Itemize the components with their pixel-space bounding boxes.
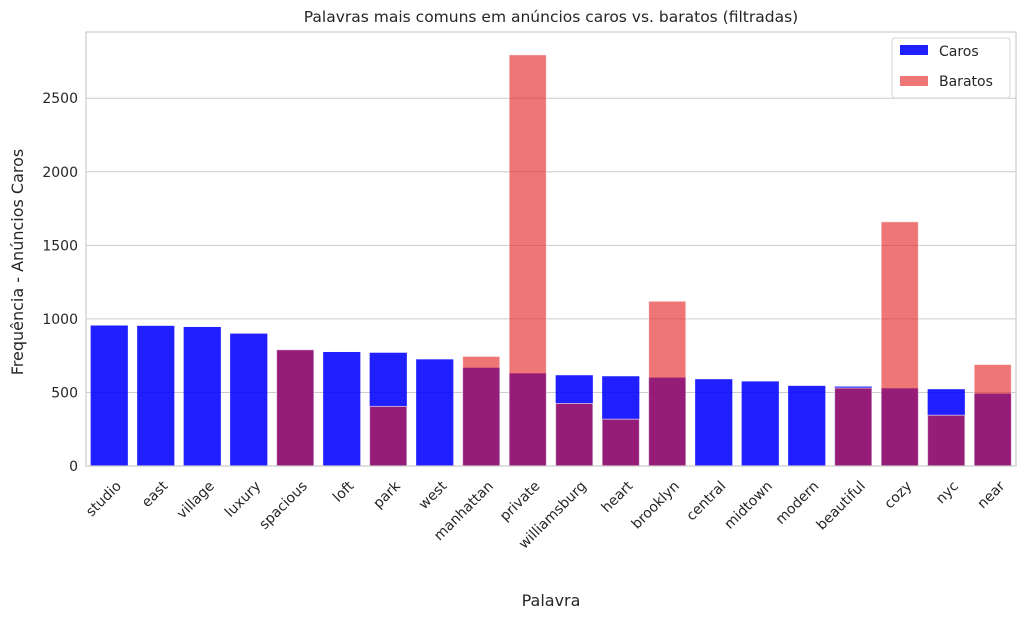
- x-tick-label-nyc: nyc: [933, 478, 962, 507]
- x-tick-label-central: central: [683, 478, 729, 524]
- legend-swatch-caros: [900, 45, 928, 55]
- legend-label-baratos: Baratos: [939, 74, 993, 90]
- bar-caros-modern: [788, 385, 826, 466]
- x-tick-label-west: west: [416, 478, 451, 513]
- chart-title: Palavras mais comuns em anúncios caros v…: [304, 8, 798, 26]
- x-tick-label-east: east: [139, 478, 172, 511]
- y-tick-label: 2500: [42, 91, 78, 107]
- bar-baratos-heart: [601, 418, 640, 467]
- x-tick-label-loft: loft: [330, 478, 358, 506]
- bar-caros-west: [416, 359, 454, 466]
- bar-caros-studio: [90, 325, 128, 466]
- bar-baratos-beautiful: [834, 387, 873, 467]
- plot-frame: [85, 31, 1017, 467]
- y-tick-labels: 0 500 1000 1500 2000 2500: [42, 91, 78, 475]
- grid-lines: [86, 97, 1016, 467]
- y-axis-label: Frequência - Anúncios Caros: [8, 149, 27, 376]
- x-axis-label: Palavra: [522, 591, 581, 610]
- bar-baratos-manhattan: [462, 355, 501, 467]
- bar-caros-luxury: [230, 333, 268, 466]
- series-baratos-bars: [276, 54, 1012, 467]
- x-tick-label-luxury: luxury: [222, 478, 264, 520]
- plot-border: [85, 31, 1017, 467]
- x-tick-label-village: village: [174, 478, 218, 522]
- x-tick-label-near: near: [975, 478, 1009, 512]
- y-tick-label: 0: [69, 459, 78, 475]
- series-caros-bars: [90, 325, 1012, 466]
- legend: Caros Baratos: [891, 37, 1011, 99]
- bar-caros-central: [695, 379, 733, 466]
- y-tick-label: 2000: [42, 165, 78, 181]
- bar-baratos-spacious: [276, 349, 315, 467]
- x-tick-label-spacious: spacious: [256, 478, 311, 533]
- bar-caros-village: [183, 326, 221, 466]
- bar-baratos-williamsburg: [555, 402, 594, 467]
- bar-caros-midtown: [741, 381, 779, 466]
- x-tick-label-midtown: midtown: [722, 478, 776, 532]
- bar-baratos-nyc: [927, 414, 966, 467]
- legend-label-caros: Caros: [939, 44, 979, 60]
- bar-caros-loft: [323, 351, 361, 466]
- y-tick-label: 1500: [42, 238, 78, 254]
- x-tick-label-park: park: [370, 478, 404, 512]
- x-tick-label-brooklyn: brooklyn: [629, 478, 683, 532]
- x-tick-label-cozy: cozy: [881, 478, 915, 512]
- bar-baratos-cozy: [880, 221, 919, 467]
- y-tick-label: 1000: [42, 312, 78, 328]
- x-tick-label-private: private: [497, 478, 543, 524]
- y-tick-label: 500: [51, 385, 78, 401]
- x-tick-label-beautiful: beautiful: [814, 478, 869, 533]
- bar-baratos-brooklyn: [648, 300, 687, 467]
- bar-baratos-park: [369, 405, 408, 467]
- bar-baratos-private: [508, 54, 547, 467]
- legend-swatch-baratos: [900, 76, 928, 86]
- bar-baratos-near: [973, 363, 1012, 467]
- x-tick-label-studio: studio: [83, 478, 125, 520]
- bar-caros-east: [137, 325, 175, 466]
- x-tick-label-heart: heart: [599, 478, 637, 516]
